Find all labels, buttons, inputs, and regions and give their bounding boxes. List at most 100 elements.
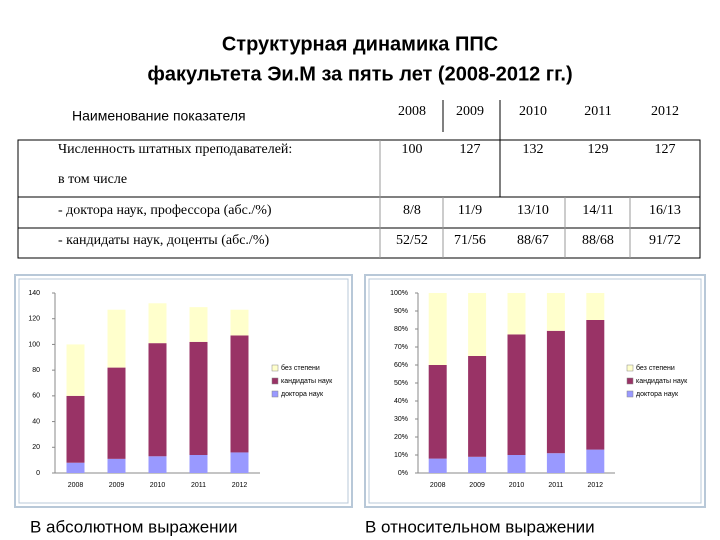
bar-segment: [468, 293, 487, 356]
bar-segment: [468, 356, 487, 457]
bar-segment: [66, 395, 85, 463]
title-line: Структурная динамика ППС: [222, 33, 498, 55]
y-tick-label: 70%: [394, 344, 408, 351]
chart-frames: [14, 274, 706, 508]
table-cell: 14/11: [582, 203, 613, 218]
bar-segment: [107, 309, 126, 368]
legend-swatch: [271, 364, 279, 372]
x-tick-label: 2009: [109, 482, 125, 489]
bar-segment: [148, 343, 167, 457]
table-header: Наименование показателя: [72, 108, 246, 124]
legend-label: доктора наук: [281, 391, 324, 398]
x-tick-label: 2008: [68, 482, 84, 489]
caption: В относительном выражении: [365, 517, 595, 536]
y-tick-label: 30%: [394, 416, 408, 423]
table-cell: 88/67: [517, 233, 549, 248]
x-tick-label: 2012: [232, 482, 248, 489]
legend-label: кандидаты наук: [636, 378, 688, 385]
table-cell: 16/13: [649, 203, 681, 218]
bar-segment: [546, 453, 565, 473]
y-tick-label: 10%: [394, 452, 408, 459]
bar-segment: [148, 456, 167, 473]
table-cell: - кандидаты наук, доценты (абс./%): [58, 233, 269, 248]
table-cell: 132: [523, 142, 544, 157]
table-cell: 11/9: [458, 203, 482, 218]
bar-segment: [428, 293, 447, 365]
y-tick-label: 20%: [394, 434, 408, 441]
bar-segment: [428, 458, 447, 473]
y-tick-label: 80: [32, 367, 40, 374]
legend-swatch: [271, 377, 279, 385]
bar-segment: [546, 330, 565, 454]
table-cell: 8/8: [403, 203, 421, 218]
legend-label: доктора наук: [636, 391, 679, 398]
table-header: 2010: [519, 104, 547, 119]
bar-segment: [546, 293, 565, 331]
y-tick-label: 90%: [394, 308, 408, 315]
y-tick-label: 0%: [398, 470, 408, 477]
bar-segment: [230, 335, 249, 453]
table-cell: 100: [402, 142, 423, 157]
bar-segment: [189, 307, 208, 342]
table-header: 2009: [456, 104, 484, 119]
bar-segment: [148, 303, 167, 344]
bar-segment: [66, 344, 85, 396]
table-cell: - доктора наук, профессора (абс./%): [58, 203, 272, 218]
table-header: 2012: [651, 104, 679, 119]
bar-segment: [586, 449, 605, 473]
table-cell: 129: [588, 142, 609, 157]
bar-segment: [230, 452, 249, 473]
y-tick-label: 40%: [394, 398, 408, 405]
y-tick-label: 100%: [390, 290, 408, 297]
bar-segment: [468, 456, 487, 473]
bar-segment: [107, 458, 126, 473]
legend-swatch: [626, 377, 634, 385]
y-tick-label: 50%: [394, 380, 408, 387]
x-tick-label: 2009: [469, 482, 485, 489]
x-tick-label: 2010: [150, 482, 166, 489]
legend-swatch: [626, 364, 634, 372]
table-cell: Численность штатных преподавателей:: [58, 142, 292, 157]
table-cell: 13/10: [517, 203, 549, 218]
caption: В абсолютном выражении: [30, 517, 238, 536]
legend-label: кандидаты наук: [281, 378, 333, 385]
table-cell: 127: [460, 142, 481, 157]
table-cell: 91/72: [649, 233, 681, 248]
table-cell: 52/52: [396, 233, 428, 248]
y-tick-label: 20: [32, 444, 40, 451]
legend-label: без степени: [636, 364, 675, 372]
table-cell: 127: [655, 142, 676, 157]
y-tick-label: 0: [36, 470, 40, 477]
x-tick-label: 2011: [548, 482, 563, 489]
table-header: 2011: [584, 104, 611, 119]
bar-segment: [66, 462, 85, 473]
x-tick-label: 2012: [588, 482, 604, 489]
y-tick-label: 60: [32, 393, 40, 400]
y-tick-label: 120: [28, 316, 40, 323]
title-line: факультета Эи.М за пять лет (2008-2012 г…: [147, 63, 572, 85]
legend-label: без степени: [281, 364, 320, 372]
bar-segment: [230, 309, 249, 336]
bar-segment: [507, 334, 526, 455]
x-tick-label: 2010: [509, 482, 525, 489]
bar-segment: [586, 293, 605, 320]
bar-segment: [507, 455, 526, 473]
y-tick-label: 40: [32, 418, 40, 425]
y-tick-label: 100: [28, 341, 40, 348]
bar-segment: [107, 367, 126, 459]
bar-segment: [507, 293, 526, 335]
table-cell: 88/68: [582, 233, 614, 248]
legend-swatch: [626, 390, 634, 398]
bar-segment: [586, 320, 605, 450]
table-header: 2008: [398, 104, 426, 119]
x-tick-label: 2011: [191, 482, 206, 489]
y-tick-label: 60%: [394, 362, 408, 369]
table-frame: [17, 100, 701, 259]
x-tick-label: 2008: [430, 482, 446, 489]
legend-swatch: [271, 390, 279, 398]
bar-segment: [189, 455, 208, 473]
y-tick-label: 80%: [394, 326, 408, 333]
y-tick-label: 140: [28, 290, 40, 297]
bar-segment: [428, 365, 447, 459]
